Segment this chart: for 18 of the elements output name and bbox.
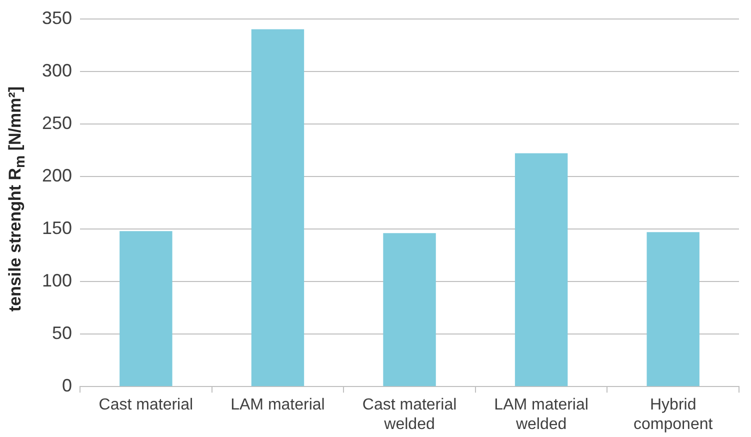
y-tick-label: 300	[42, 60, 72, 80]
y-tick-label: 0	[62, 376, 72, 396]
y-tick-label: 50	[52, 323, 72, 344]
x-tick-label: LAM material	[230, 396, 325, 414]
bar	[514, 153, 568, 386]
y-tick-label: 150	[42, 218, 72, 238]
x-tick-label: Cast material welded	[362, 396, 457, 433]
bar	[646, 232, 700, 386]
x-tick-label: Cast material	[98, 396, 194, 414]
x-tick-label: Hybrid component	[634, 396, 714, 433]
x-tick-label: LAM material welded	[494, 396, 588, 433]
y-tick-label: 350	[42, 8, 72, 28]
y-tick-label: 200	[42, 165, 72, 186]
y-tick-label: 100	[42, 270, 72, 290]
bar	[120, 231, 172, 386]
bar	[251, 29, 304, 386]
bar	[383, 233, 436, 386]
y-tick-label: 250	[42, 112, 72, 133]
